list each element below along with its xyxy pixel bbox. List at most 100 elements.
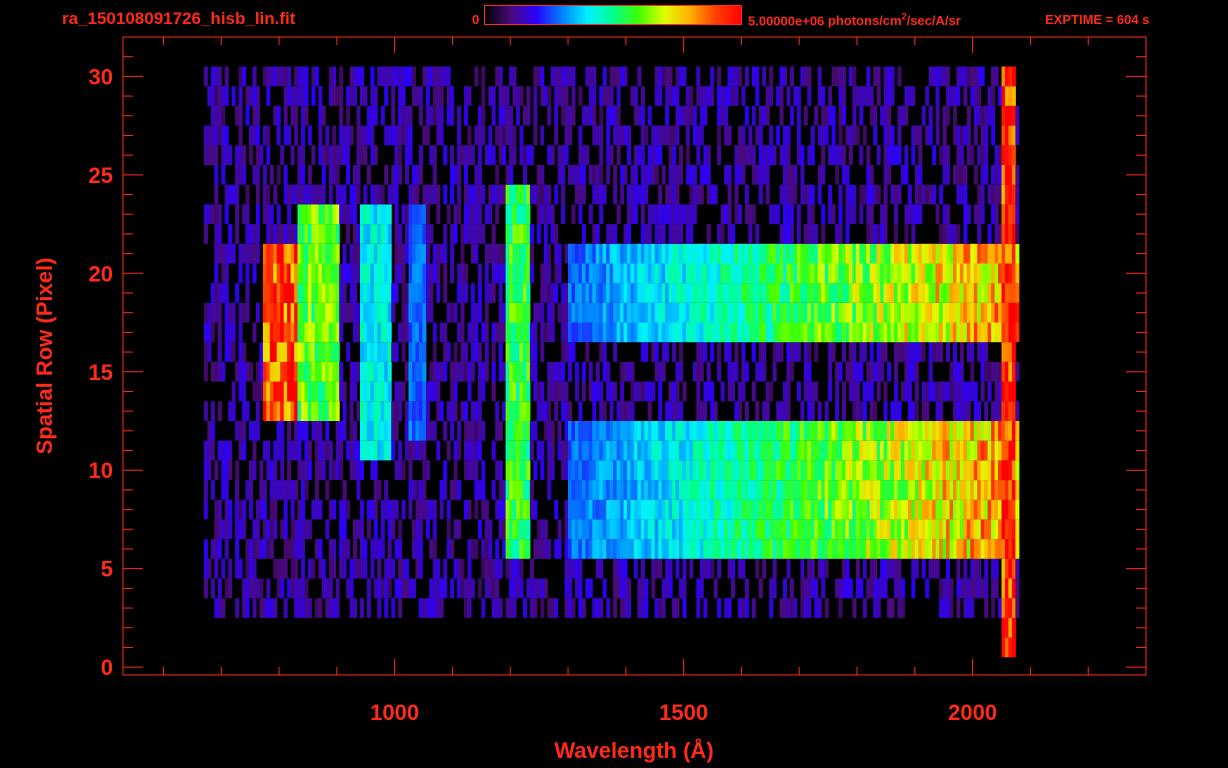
heatmap-cell (509, 145, 514, 165)
heatmap-cell (842, 440, 846, 461)
heatmap-cell (675, 283, 680, 303)
heatmap-cell (824, 283, 829, 303)
heatmap-cell (689, 322, 694, 343)
heatmap-cell (953, 125, 957, 146)
heatmap-cell (838, 105, 843, 126)
heatmap-cell (627, 539, 631, 559)
heatmap-cell (446, 204, 451, 225)
heatmap-cell (477, 204, 482, 225)
heatmap-cell (738, 322, 742, 343)
heatmap-cell (620, 361, 625, 382)
heatmap-cell (325, 381, 330, 402)
heatmap-cell (276, 165, 281, 185)
heatmap-cell (398, 558, 403, 579)
heatmap-cell (977, 322, 982, 343)
heatmap-cell (356, 519, 361, 540)
heatmap-cell (672, 440, 677, 461)
heatmap-cell (224, 499, 229, 520)
heatmap-cell (894, 145, 898, 165)
heatmap-cell (613, 66, 618, 87)
heatmap-cell (575, 519, 579, 540)
heatmap-cell (998, 539, 1002, 559)
heatmap-cell (311, 263, 316, 284)
heatmap-cell (377, 342, 382, 362)
heatmap-cell (242, 401, 247, 421)
heatmap-cell (495, 263, 500, 284)
heatmap-cell (654, 539, 659, 559)
heatmap-cell (519, 125, 524, 146)
heatmap-cell (415, 361, 420, 382)
heatmap-cell (342, 263, 347, 284)
heatmap-cell (509, 539, 514, 559)
heatmap-cell (311, 421, 316, 441)
heatmap-cell (217, 86, 222, 106)
heatmap-cell (287, 421, 292, 441)
heatmap-cell (658, 204, 663, 225)
heatmap-cell (1008, 165, 1013, 185)
heatmap-cell (852, 66, 857, 87)
heatmap-cell (450, 224, 455, 244)
heatmap-cell (606, 165, 611, 185)
heatmap-cell (276, 401, 281, 421)
heatmap-cell (980, 66, 985, 87)
heatmap-cell (890, 322, 895, 343)
heatmap-cell (495, 598, 500, 618)
heatmap-cell (429, 184, 434, 205)
heatmap-cell (925, 460, 930, 481)
heatmap-cell (314, 421, 319, 441)
heatmap-cell (790, 165, 794, 185)
heatmap-cell (550, 421, 555, 441)
heatmap-cell (859, 361, 864, 382)
heatmap-cell (644, 539, 649, 559)
heatmap-cell (803, 598, 808, 618)
heatmap-cell (418, 342, 423, 362)
heatmap-cell (484, 204, 489, 225)
y-axis-title: Spatial Row (Pixel) (32, 258, 57, 455)
heatmap-cell (734, 243, 739, 264)
heatmap-cell (370, 86, 375, 106)
heatmap-cell (963, 125, 968, 146)
heatmap-cell (377, 302, 382, 323)
heatmap-cell (1015, 105, 1020, 126)
heatmap-cell (450, 381, 455, 402)
heatmap-cell (984, 519, 989, 540)
heatmap-cell (346, 165, 351, 185)
heatmap-cell (890, 440, 895, 461)
heatmap-cell (599, 499, 604, 520)
heatmap-cell (616, 440, 621, 461)
heatmap-cell (373, 302, 378, 323)
heatmap-cell (207, 460, 212, 481)
heatmap-cell (894, 263, 898, 284)
heatmap-cell (755, 361, 760, 382)
heatmap-cell (900, 342, 905, 362)
heatmap-cell (665, 322, 670, 343)
heatmap-cell (328, 165, 333, 185)
heatmap-cell (703, 145, 708, 165)
heatmap-cell (623, 66, 628, 87)
heatmap-cell (675, 440, 680, 461)
heatmap-cell (498, 86, 503, 106)
heatmap-cell (245, 361, 250, 382)
heatmap-cell (460, 283, 465, 303)
heatmap-cell (346, 125, 351, 146)
heatmap-cell (453, 165, 458, 185)
heatmap-cell (460, 224, 465, 244)
heatmap-cell (273, 598, 278, 618)
heatmap-cell (627, 578, 631, 599)
heatmap-cell (918, 499, 923, 520)
heatmap-cell (942, 243, 947, 264)
heatmap-cell (207, 440, 212, 461)
heatmap-cell (998, 322, 1002, 343)
heatmap-cell (467, 381, 472, 402)
heatmap-cell (873, 263, 878, 284)
heatmap-cell (505, 440, 510, 461)
heatmap-cell (973, 401, 978, 421)
heatmap-cell (984, 421, 989, 441)
heatmap-cell (994, 283, 999, 303)
heatmap-cell (571, 460, 576, 481)
heatmap-cell (803, 263, 808, 284)
heatmap-cell (384, 322, 389, 343)
heatmap-cell (297, 145, 302, 165)
heatmap-cell (1001, 263, 1006, 284)
heatmap-cell (883, 539, 888, 559)
